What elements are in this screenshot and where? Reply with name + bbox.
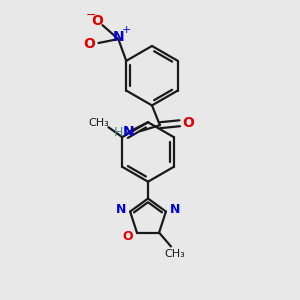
Text: H: H [114,126,123,139]
Text: CH₃: CH₃ [88,118,109,128]
Text: O: O [92,14,104,28]
Text: N: N [170,203,180,216]
Text: N: N [116,203,126,216]
Text: CH₃: CH₃ [165,249,185,260]
Text: −: − [85,9,96,22]
Text: N: N [112,30,124,44]
Text: O: O [183,116,195,130]
Text: N: N [122,125,134,139]
Text: O: O [84,37,95,51]
Text: +: + [122,25,131,35]
Text: O: O [123,230,133,243]
